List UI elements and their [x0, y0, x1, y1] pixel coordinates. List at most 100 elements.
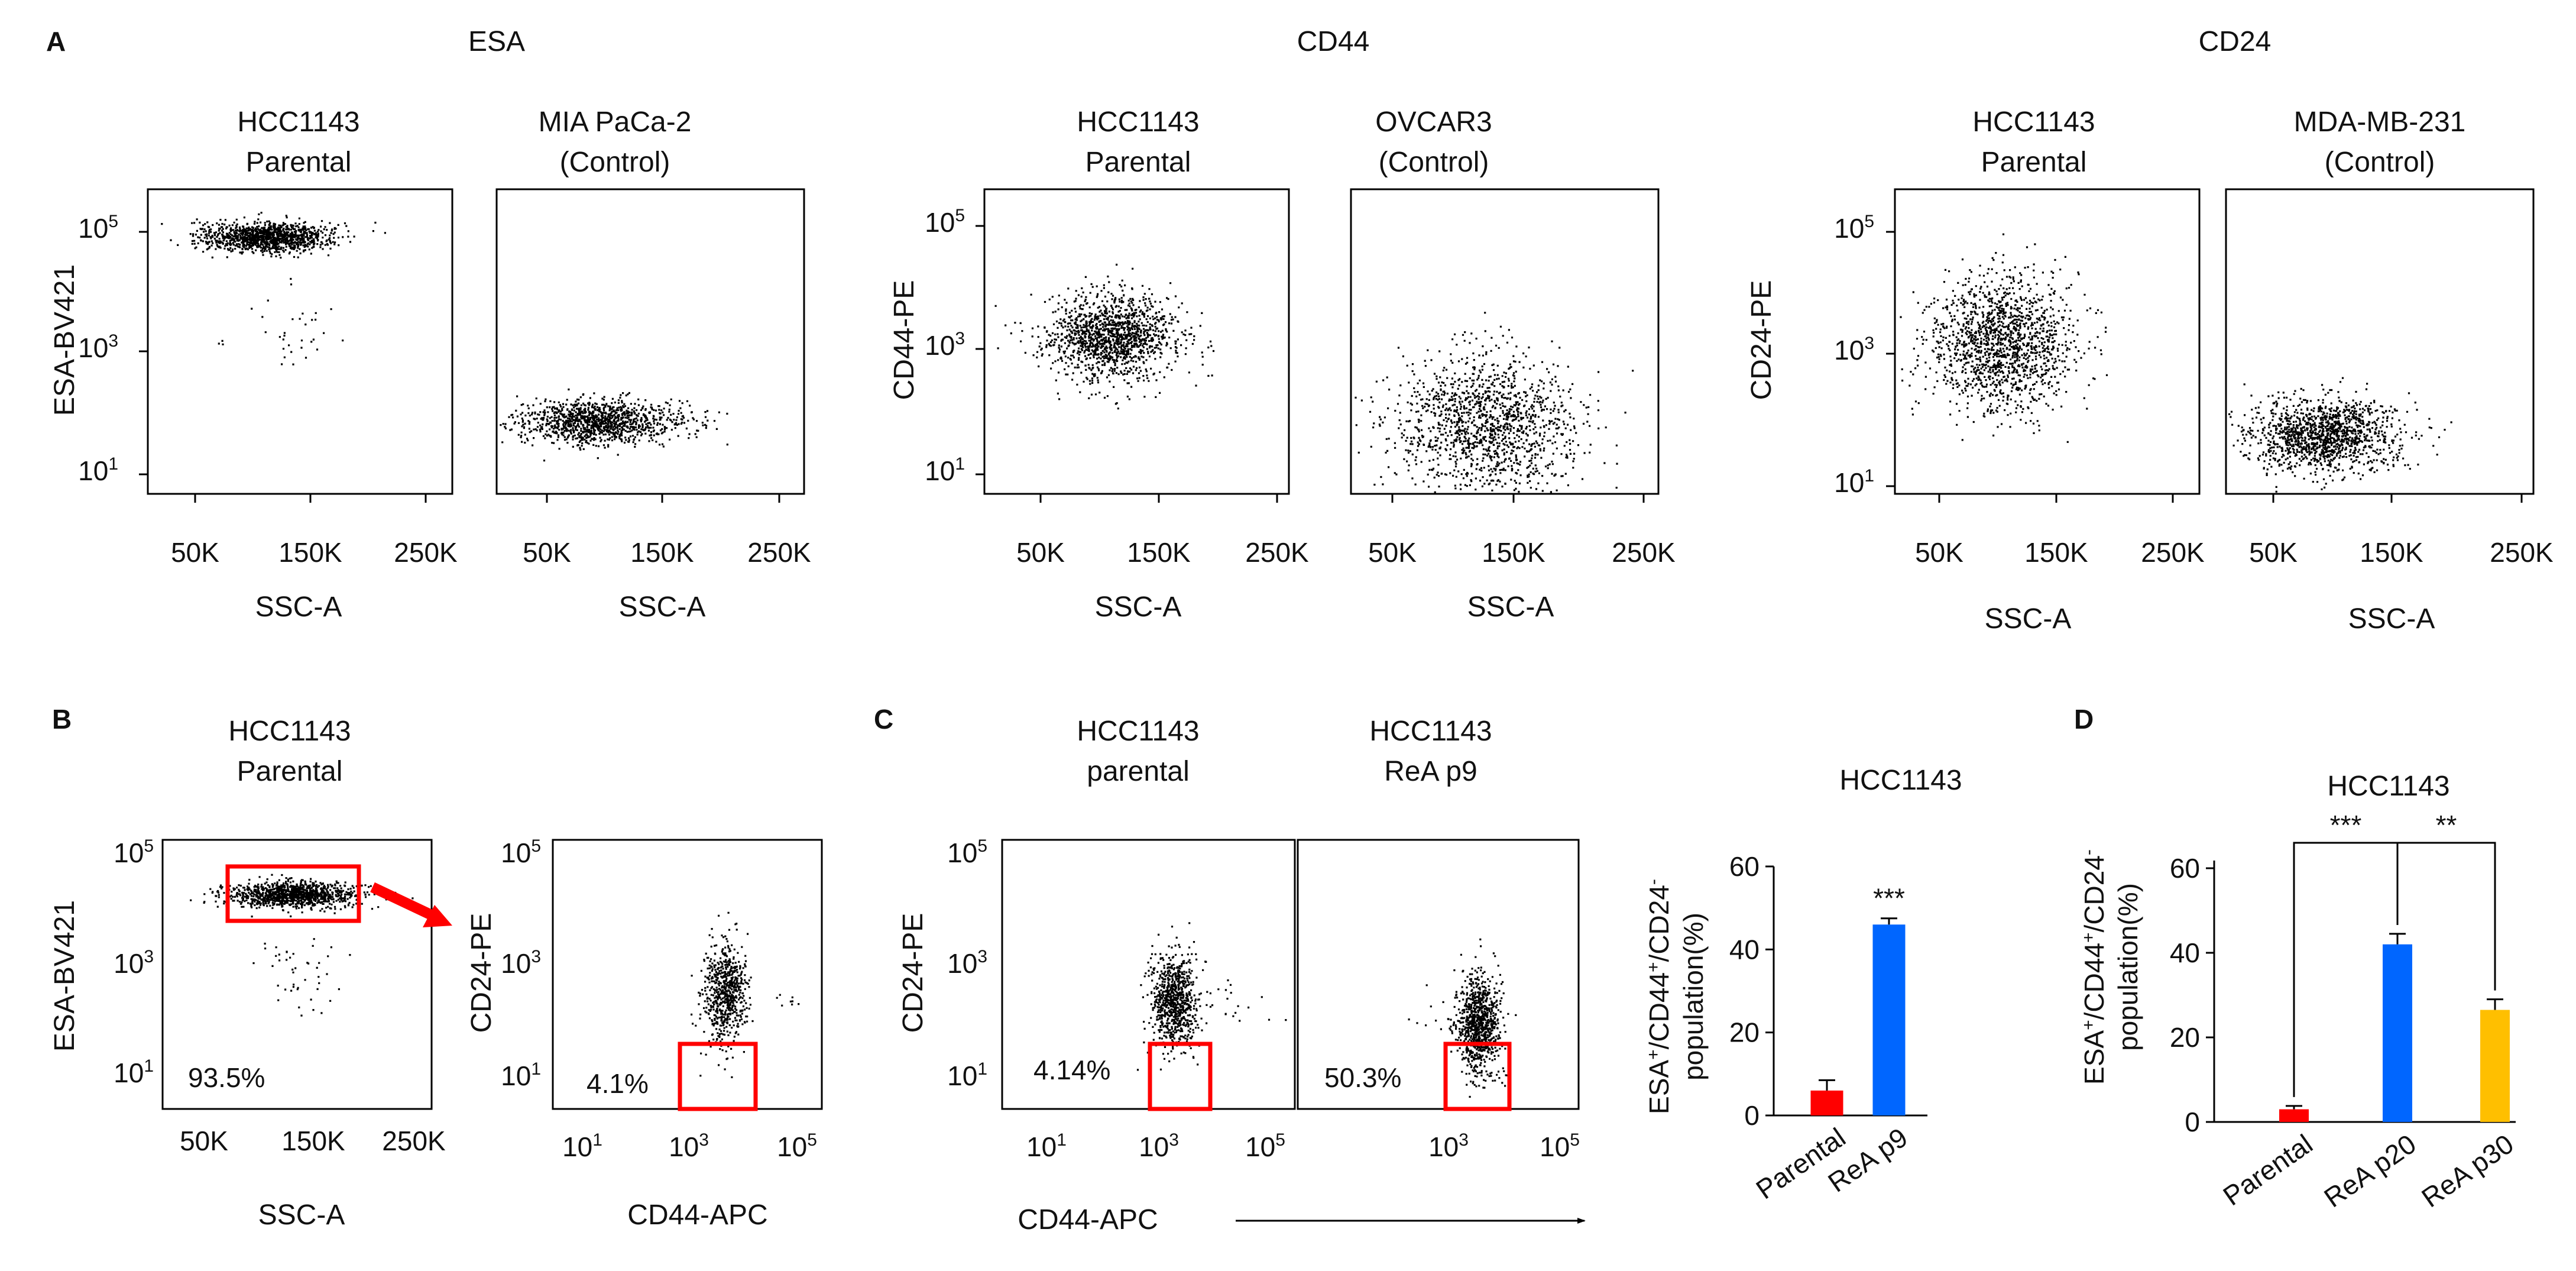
- section-title-cd24: CD24: [2199, 26, 2272, 57]
- plot-esa-control: MIA PaCa-2 (Control) 50K 150K 250K SSC-A: [495, 106, 811, 623]
- bar: [2383, 944, 2412, 1122]
- comparison-label: ***: [2330, 810, 2362, 840]
- bar: [2480, 1010, 2510, 1122]
- svg-text:105: 105: [501, 836, 541, 868]
- x-ticks: 50K 150K 250K: [171, 494, 458, 568]
- svg-text:103: 103: [1834, 334, 1874, 366]
- plot-cd24-control: MDA-MB-231 (Control) 50K 150K 250K SSC-A: [2225, 106, 2554, 635]
- y-tick-10e1: 101: [925, 454, 984, 486]
- x-axis-label: SSC-A: [258, 1199, 345, 1231]
- chart-title: HCC1143: [1839, 765, 1962, 796]
- y-tick-10e1: 101: [947, 1059, 987, 1091]
- svg-text:50K: 50K: [180, 1126, 228, 1156]
- y-tick: 20: [1729, 1017, 1774, 1048]
- y-axis-label: ESA-BV421: [49, 264, 80, 416]
- scatter-cloud: [190, 874, 414, 918]
- y-tick-label: 0: [2185, 1107, 2200, 1137]
- y-axis-label: CD24-PE: [1746, 280, 1777, 400]
- svg-text:150K: 150K: [630, 537, 694, 568]
- comparison-bracket: [2396, 842, 2496, 991]
- plot-frame: [161, 839, 433, 1110]
- svg-text:103: 103: [947, 947, 987, 979]
- scatter-cloud: [1444, 938, 1517, 1098]
- section-title-esa: ESA: [468, 26, 525, 57]
- plot-esa-parental: HCC1143 Parental ESA-BV421 105 103 101 5…: [49, 106, 458, 623]
- svg-text:103: 103: [501, 947, 541, 979]
- x-ticks: 50K 150K 250K: [1915, 494, 2205, 568]
- scatter-cloud: [218, 277, 344, 366]
- scatter-cloud: [994, 263, 1215, 410]
- y-tick: 40: [2170, 937, 2214, 968]
- gate-percent: 93.5%: [188, 1062, 265, 1093]
- y-axis-label: ESA-BV421: [49, 900, 80, 1052]
- y-axis-label: CD44-PE: [889, 280, 920, 400]
- svg-text:105: 105: [777, 1130, 817, 1162]
- svg-text:103: 103: [669, 1130, 709, 1162]
- y-tick-10e3: 103: [114, 947, 154, 979]
- plot-title-line1: HCC1143: [1972, 106, 2095, 138]
- y-tick-10e1: 101: [501, 1059, 541, 1091]
- svg-text:105: 105: [1540, 1130, 1580, 1162]
- gate-arrow: [370, 882, 440, 923]
- svg-text:250K: 250K: [2141, 537, 2205, 568]
- y-tick-10e1: 101: [78, 454, 148, 486]
- gate-percent: 50.3%: [1324, 1062, 1401, 1093]
- x-axis-label: SSC-A: [1985, 603, 2072, 635]
- y-axis-label: CD24-PE: [466, 913, 497, 1033]
- y-tick-label: 40: [2170, 937, 2200, 968]
- plot-title-line2: (Control): [560, 147, 670, 178]
- plot-cd24-parental: HCC1143 Parental CD24-PE 105 103 101 50K…: [1746, 106, 2205, 635]
- plot-c-parental: HCC1143 parental 4.14% CD24-PE 105 103 1…: [897, 716, 1296, 1162]
- scatter-cloud: [161, 212, 386, 259]
- plot-title-line1: MIA PaCa-2: [539, 106, 692, 138]
- bar-chart-d: HCC1143 ESA+/CD44+/CD24- population(%) 0…: [2079, 771, 2519, 1213]
- svg-text:250K: 250K: [1612, 537, 1676, 568]
- panel-letter-a: A: [46, 26, 66, 57]
- scatter-cloud: [776, 994, 800, 1007]
- y-tick: 0: [2185, 1107, 2214, 1137]
- y-tick-10e1: 101: [114, 1056, 154, 1088]
- gate-percent: 4.1%: [587, 1068, 649, 1099]
- comparison-bracket: [2293, 842, 2399, 1097]
- plot-frame: [983, 188, 1290, 495]
- y-tick-10e1: 101: [1834, 466, 1895, 498]
- svg-text:50K: 50K: [1368, 537, 1417, 568]
- plot-title-line2: Parental: [1086, 147, 1191, 178]
- plot-title-line2: ReA p9: [1384, 756, 1477, 787]
- svg-text:50K: 50K: [171, 537, 219, 568]
- scatter-cloud: [1355, 312, 1634, 493]
- y-axis-label-line1: ESA+/CD44+/CD24-: [1644, 879, 1674, 1114]
- svg-text:150K: 150K: [1482, 537, 1545, 568]
- gate-box: [1443, 1042, 1512, 1111]
- y-axis-label: CD24-PE: [897, 913, 929, 1033]
- panel-letter-c: C: [874, 704, 893, 735]
- svg-text:150K: 150K: [2360, 537, 2423, 568]
- svg-text:105: 105: [1245, 1130, 1285, 1162]
- svg-text:105: 105: [114, 836, 154, 868]
- svg-text:105: 105: [78, 212, 118, 244]
- svg-text:101: 101: [78, 454, 118, 486]
- x-axis-label: SSC-A: [619, 591, 706, 623]
- comparison-label: **: [2436, 810, 2457, 840]
- svg-text:250K: 250K: [1245, 537, 1309, 568]
- gate-box: [1148, 1042, 1213, 1111]
- plot-title-line2: Parental: [237, 756, 343, 787]
- x-category-label: Parental: [2218, 1128, 2318, 1212]
- y-tick-label: 40: [1729, 934, 1760, 965]
- y-tick-10e3: 103: [1834, 334, 1895, 366]
- plot-frame: [495, 188, 805, 495]
- svg-text:103: 103: [925, 329, 965, 361]
- gate-box: [678, 1042, 758, 1111]
- y-tick-10e5: 105: [78, 212, 148, 244]
- svg-text:105: 105: [925, 206, 965, 238]
- plot-frame: [2225, 188, 2535, 495]
- chart-title: HCC1143: [2327, 771, 2449, 802]
- plot-frame: [1894, 188, 2201, 495]
- y-tick-10e5: 105: [114, 836, 154, 868]
- y-axis-label-line2: population(%): [2112, 883, 2143, 1051]
- y-axis-label-line2: population(%): [1678, 913, 1709, 1081]
- scatter-cloud: [252, 938, 351, 1017]
- scatter-cloud: [691, 911, 754, 1078]
- bar: [1872, 924, 1906, 1115]
- y-tick-label: 20: [1729, 1017, 1760, 1048]
